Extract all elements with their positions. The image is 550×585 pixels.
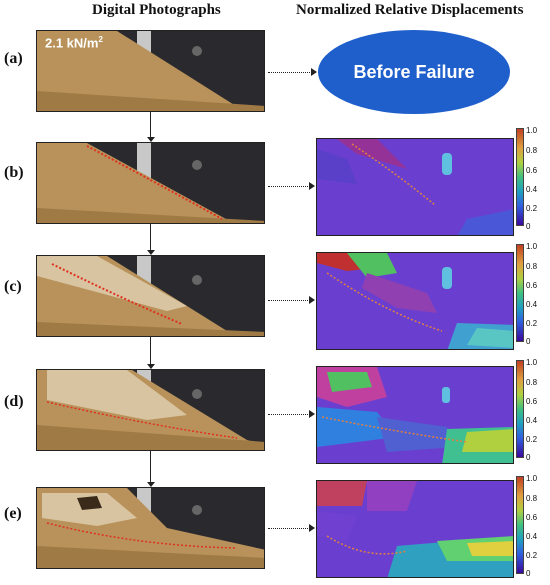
photos-column-title: Digital Photographs xyxy=(92,2,221,18)
photo-d xyxy=(36,369,265,451)
cbar-tick: 0.2 xyxy=(526,204,538,213)
surcharge-load-label: 2.1 kN/m2 xyxy=(45,35,103,51)
photo-c xyxy=(36,255,265,337)
colorbar-e xyxy=(516,476,524,574)
colorbar-b xyxy=(516,128,524,226)
cbar-tick: 1.0 xyxy=(526,126,538,135)
displacement-map-d xyxy=(316,366,514,464)
before-failure-ellipse: Before Failure xyxy=(318,30,510,114)
cbar-tick: 0.6 xyxy=(526,513,538,522)
cbar-tick: 0.6 xyxy=(526,397,538,406)
row-label-a: (a) xyxy=(4,50,23,67)
cbar-tick: 1.0 xyxy=(526,474,538,483)
arrow-down-bc xyxy=(146,224,155,255)
cbar-tick: 0.2 xyxy=(526,435,538,444)
cbar-tick: 0.8 xyxy=(526,378,538,387)
cbar-tick: 0.8 xyxy=(526,146,538,155)
displacement-map-b xyxy=(316,138,514,236)
cbar-tick: 0.6 xyxy=(526,281,538,290)
cbar-tick: 0 xyxy=(526,453,531,462)
row-label-e: (e) xyxy=(4,505,22,522)
cbar-tick: 1.0 xyxy=(526,358,538,367)
arrow-down-ab xyxy=(146,112,155,142)
cbar-tick: 0 xyxy=(526,337,531,346)
arrow-right-d xyxy=(268,410,315,418)
cbar-tick: 0.2 xyxy=(526,551,538,560)
cbar-tick: 0.4 xyxy=(526,532,538,541)
cbar-tick: 0.8 xyxy=(526,262,538,271)
photo-a: 2.1 kN/m2 xyxy=(36,30,265,112)
cbar-tick: 1.0 xyxy=(526,242,538,251)
arrow-right-e xyxy=(268,524,315,532)
cbar-tick: 0.6 xyxy=(526,166,538,175)
arrow-right-b xyxy=(268,182,315,190)
row-label-c: (c) xyxy=(4,278,22,295)
arrow-down-de xyxy=(146,451,155,487)
row-label-b: (b) xyxy=(4,164,24,181)
cbar-tick: 0.2 xyxy=(526,319,538,328)
cbar-tick: 0.4 xyxy=(526,185,538,194)
cbar-tick: 0.4 xyxy=(526,300,538,309)
colorbar-c xyxy=(516,244,524,342)
cbar-tick: 0.4 xyxy=(526,416,538,425)
arrow-right-a xyxy=(268,68,317,76)
colorbar-d xyxy=(516,360,524,458)
row-label-d: (d) xyxy=(4,393,24,410)
photo-e xyxy=(36,487,265,569)
photo-b xyxy=(36,142,265,224)
cbar-tick: 0 xyxy=(526,569,531,578)
displacement-map-c xyxy=(316,252,514,350)
displacements-column-title: Normalized Relative Displacements xyxy=(296,2,524,18)
before-failure-label: Before Failure xyxy=(353,61,475,82)
cbar-tick: 0 xyxy=(526,222,531,231)
arrow-right-c xyxy=(268,296,315,304)
cbar-tick: 0.8 xyxy=(526,494,538,503)
displacement-map-e xyxy=(316,480,514,578)
arrow-down-cd xyxy=(146,337,155,369)
